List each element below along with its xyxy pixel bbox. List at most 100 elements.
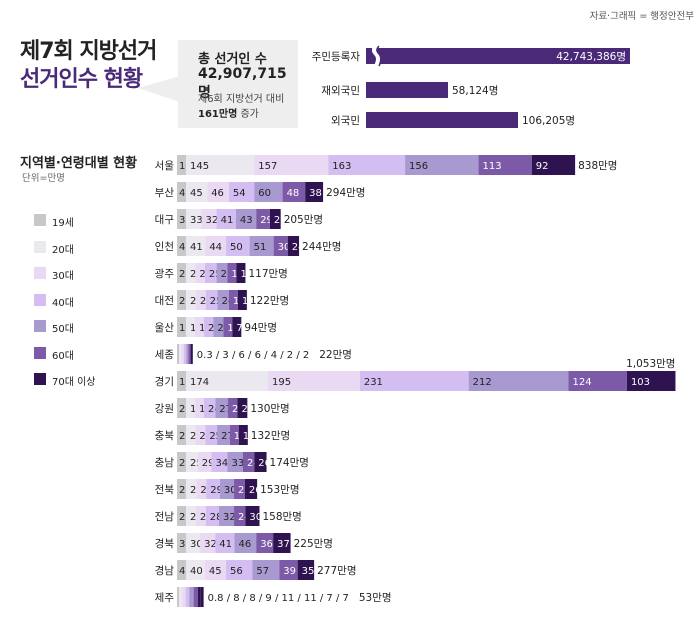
region-bar-segment [186,317,195,337]
region-bar-segment [243,452,255,472]
region-bar-segment [195,290,206,310]
segment-value-label: 32 [223,512,236,523]
segment-value-label: 41 [190,242,203,253]
region-chart-unit: 단위=만명 [22,173,65,184]
inline-values-label: 0.8 / 8 / 8 / 9 / 11 / 11 / 7 / 7 [208,593,349,604]
segment-value-label: 26 [249,485,262,496]
callout-pointer [138,76,180,102]
segment-value-label: 25 [209,269,222,280]
voter-type-label: 재외국민 [321,85,360,97]
region-bar-segment [568,371,627,391]
region-bar-segment [234,506,246,526]
region-bar-segment [531,155,576,175]
segment-value-label: 57 [256,566,269,577]
region-total-label: 294만명 [326,187,365,199]
voter-type-value: 106,205명 [522,115,575,127]
region-bar-segment [216,263,228,283]
region-bar-segment [186,344,189,364]
segment-value-label: 34 [215,458,228,469]
region-bar-segment [204,263,217,283]
segment-value-label: 30 [224,485,237,496]
segment-value-label: 27 [221,431,234,442]
region-bar-segment [201,209,217,229]
segment-value-label: 41 [221,215,234,226]
region-total-label: 22만명 [319,349,352,361]
legend-label: 50대 [52,324,74,335]
region-bar-segment [186,182,208,202]
region-bar-segment [213,317,224,337]
region-bar-segment [223,317,233,337]
region-bar-segment [226,560,253,580]
segment-value-label: 25 [209,431,222,442]
segment-value-label: 50 [230,242,243,253]
segment-value-label: 28 [210,512,223,523]
callout-increase: 161만명 증가 [198,105,259,120]
region-bar-segment [177,506,186,526]
region-bar-segment [234,533,257,553]
segment-value-label: 56 [230,566,243,577]
region-bar-segment [252,560,280,580]
legend-label: 40대 [52,297,74,309]
region-bar-segment [237,290,247,310]
region-label: 세종 [155,349,175,361]
region-total-label: 117만명 [248,268,287,280]
voter-type-bar [366,112,518,128]
legend-swatch [34,214,46,226]
region-bar-segment [405,155,479,175]
legend-swatch [34,293,46,306]
region-chart-title: 지역별·연령대별 현황 [20,156,138,171]
segment-value-label: 24 [292,242,305,253]
region-bar-segment [232,317,242,337]
region-bar-segment [205,425,218,445]
region-bar-segment [181,344,184,364]
segment-value-label: 11 [179,161,192,172]
voter-type-label: 주민등록자 [312,51,361,63]
region-bar-segment [228,182,255,202]
region-bar-segment [273,236,288,256]
segment-value-label: 45 [190,188,203,199]
region-total-label: 130만명 [250,403,289,415]
segment-value-label: 145 [190,161,209,172]
legend-label: 30대 [52,271,74,282]
region-bar-segment [215,398,229,418]
legend-swatch [34,240,46,253]
region-bar-segment [478,155,532,175]
region-bar-segment [215,533,235,553]
region-bar-segment [206,479,220,499]
segment-value-label: 16 [179,377,192,388]
segment-value-label: 24 [247,458,260,469]
segment-value-label: 2 [179,296,185,307]
legend-label: 60대 [52,350,74,362]
total-voters-callout: 총 선거인 수 42,907,715명 제6회 지방선거 대비 161만명 증가 [178,40,298,128]
region-bar-segment [269,209,281,229]
segment-value-label: 25 [190,458,203,469]
region-label: 인천 [155,241,174,253]
segment-value-label: 29 [202,458,215,469]
segment-value-label: 39 [283,566,296,577]
segment-value-label: 21 [241,404,254,415]
region-label: 경북 [155,537,175,550]
callout-increase-value: 161만명 [198,109,238,120]
region-label: 경남 [155,564,175,577]
region-bar-segment [235,209,257,229]
segment-value-label: 32 [204,539,217,550]
segment-value-label: 2 [179,404,185,415]
region-bar-segment [186,479,197,499]
region-bar-segment [287,236,300,256]
segment-value-label: 33 [190,215,203,226]
region-total-label: 1,053만명 [626,358,675,370]
segment-value-label: 4 [179,242,185,253]
region-total-label: 94만명 [244,322,277,334]
segment-value-label: 44 [209,242,222,253]
region-label: 강원 [155,403,174,415]
region-bar-segment [228,398,238,418]
region-bar-segment [197,452,212,472]
axis-break-mark [376,45,382,67]
legend-label: 70대 이상 [52,377,96,388]
region-bar-segment [195,317,204,337]
segment-value-label: 113 [483,161,502,172]
region-bar-segment [190,344,193,364]
region-total-label: 153만명 [260,484,299,496]
region-bar-segment [211,452,228,472]
region-bar-segment [229,425,239,445]
